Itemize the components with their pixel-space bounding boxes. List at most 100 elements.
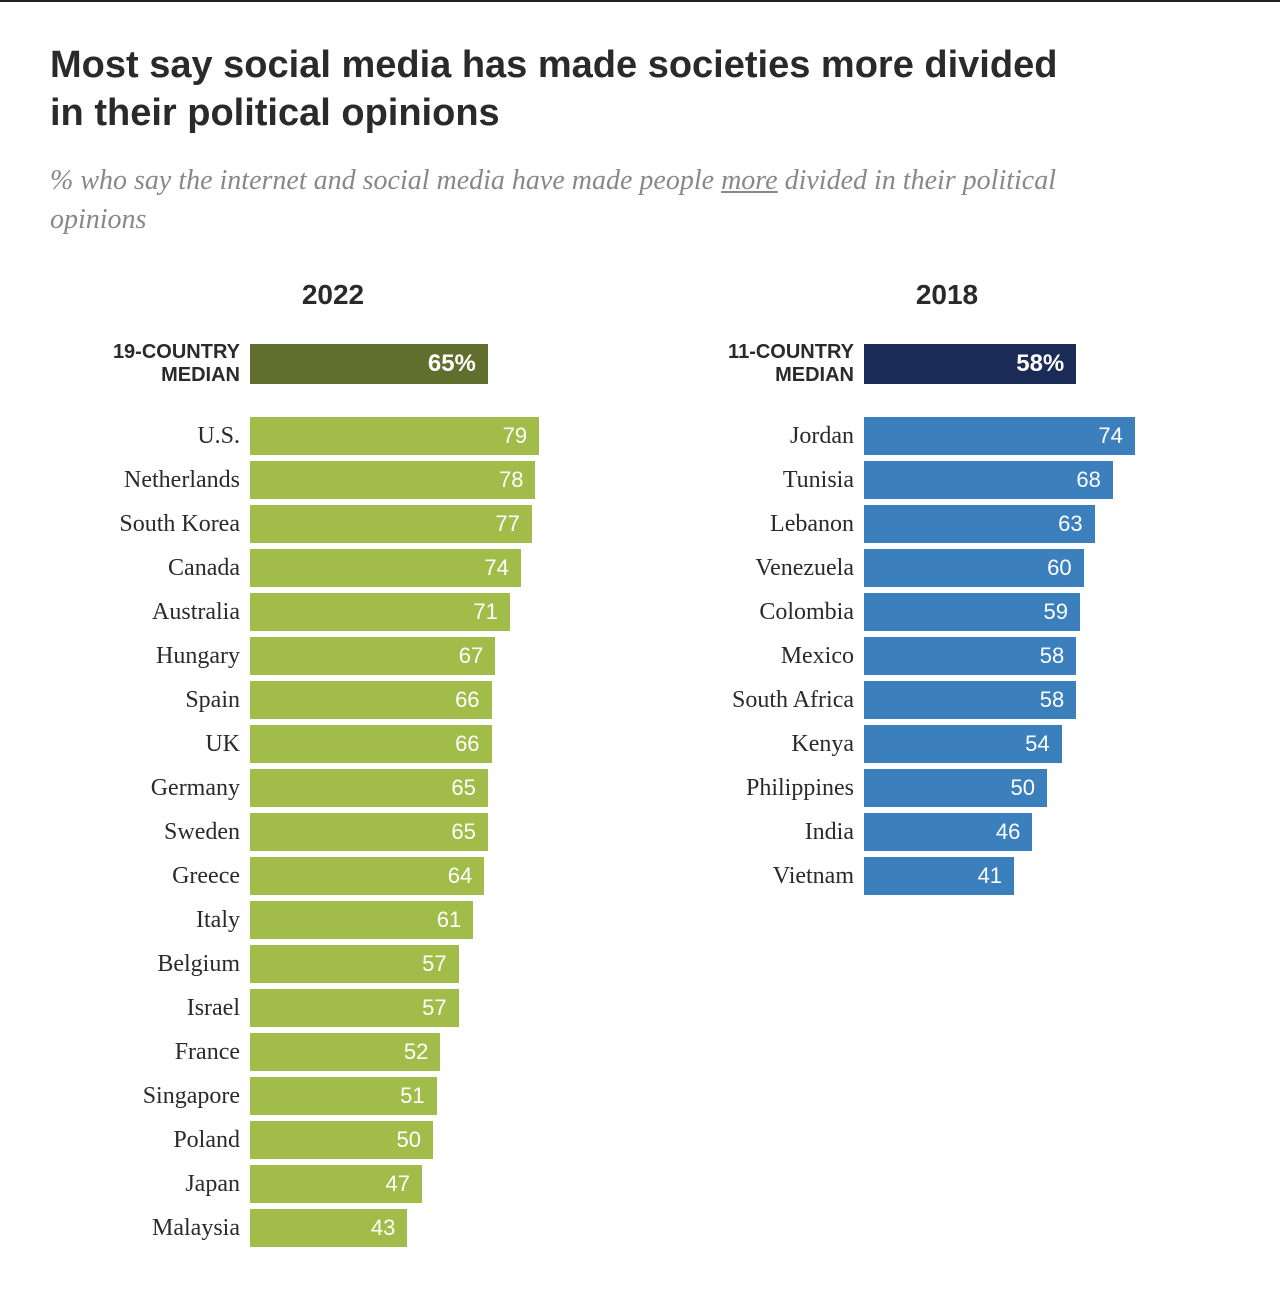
country-bar-value: 59	[1043, 599, 1067, 625]
country-bar-col: 58	[864, 637, 1230, 675]
country-bar: 65	[250, 769, 488, 807]
country-bar-col: 41	[864, 857, 1230, 895]
country-bar: 57	[250, 945, 459, 983]
country-row: South Africa58	[664, 681, 1230, 719]
year-heading: 2022	[50, 279, 616, 311]
country-label: Spain	[50, 681, 250, 719]
country-label: Australia	[50, 593, 250, 631]
country-bar-value: 65	[451, 775, 475, 801]
country-bar-value: 57	[422, 951, 446, 977]
country-bar: 43	[250, 1209, 407, 1247]
subtitle-underlined: more	[721, 165, 778, 196]
country-label: India	[664, 813, 864, 851]
country-bar: 50	[250, 1121, 433, 1159]
country-row: Australia 71	[50, 593, 616, 631]
median-label: 19-COUNTRYMEDIAN	[50, 341, 250, 387]
country-bar-value: 63	[1058, 511, 1082, 537]
country-row: Spain 66	[50, 681, 616, 719]
country-row: Germany 65	[50, 769, 616, 807]
country-bar-col: 54	[864, 725, 1230, 763]
country-bar-col: 59	[864, 593, 1230, 631]
country-bar: 68	[864, 461, 1113, 499]
country-row: Singapore51	[50, 1077, 616, 1115]
country-row: Israel57	[50, 989, 616, 1027]
median-bar-col: 65%	[250, 344, 616, 384]
country-label: France	[50, 1033, 250, 1071]
country-bar-col: 51	[250, 1077, 616, 1115]
country-bar: 65	[250, 813, 488, 851]
country-bar-value: 50	[397, 1127, 421, 1153]
country-bar: 46	[864, 813, 1032, 851]
country-bar: 60	[864, 549, 1084, 587]
country-bar-col: 66	[250, 725, 616, 763]
country-bar: 78	[250, 461, 535, 499]
median-bar: 65%	[250, 344, 488, 384]
country-bar-col: 63	[864, 505, 1230, 543]
country-bar: 63	[864, 505, 1095, 543]
panel-2022: 2022 19-COUNTRYMEDIAN65%U.S.79Netherlands…	[50, 279, 616, 1253]
country-row: Hungary67	[50, 637, 616, 675]
country-row: Italy 61	[50, 901, 616, 939]
country-bar-value: 52	[404, 1039, 428, 1065]
country-bar-value: 77	[495, 511, 519, 537]
country-bar: 41	[864, 857, 1014, 895]
country-bar-col: 77	[250, 505, 616, 543]
country-label: Vietnam	[664, 857, 864, 895]
country-row: Jordan74	[664, 417, 1230, 455]
country-row: Colombia59	[664, 593, 1230, 631]
country-bar-col: 52	[250, 1033, 616, 1071]
country-bar-value: 51	[400, 1083, 424, 1109]
country-row: Vietnam 41	[664, 857, 1230, 895]
country-bar: 47	[250, 1165, 422, 1203]
country-bar-value: 41	[978, 863, 1002, 889]
country-label: Germany	[50, 769, 250, 807]
country-bar-value: 50	[1011, 775, 1035, 801]
year-heading: 2018	[664, 279, 1230, 311]
country-bar-col: 78	[250, 461, 616, 499]
country-bar-col: 67	[250, 637, 616, 675]
country-bar-value: 58	[1040, 687, 1064, 713]
country-bar: 58	[864, 681, 1076, 719]
country-row: Belgium57	[50, 945, 616, 983]
country-bar: 66	[250, 725, 492, 763]
country-bar-value: 66	[455, 687, 479, 713]
country-bar: 58	[864, 637, 1076, 675]
country-label: Lebanon	[664, 505, 864, 543]
country-bar-value: 57	[422, 995, 446, 1021]
country-bar: 79	[250, 417, 539, 455]
country-label: UK	[50, 725, 250, 763]
country-row: Philippines 50	[664, 769, 1230, 807]
country-row: Poland 50	[50, 1121, 616, 1159]
chart-container: Most say social media has made societies…	[0, 0, 1280, 1313]
subtitle-prefix: % who say the internet and social media …	[50, 165, 721, 196]
country-bar: 71	[250, 593, 510, 631]
country-bar: 77	[250, 505, 532, 543]
country-bar-col: 50	[864, 769, 1230, 807]
country-label: Italy	[50, 901, 250, 939]
country-bar-value: 78	[499, 467, 523, 493]
country-bar: 61	[250, 901, 473, 939]
country-bar-value: 47	[386, 1171, 410, 1197]
country-label: Philippines	[664, 769, 864, 807]
country-bar: 59	[864, 593, 1080, 631]
country-bar-value: 74	[1098, 423, 1122, 449]
country-label: Greece	[50, 857, 250, 895]
country-label: Netherlands	[50, 461, 250, 499]
country-label: Poland	[50, 1121, 250, 1159]
country-row: France 52	[50, 1033, 616, 1071]
country-bar-col: 71	[250, 593, 616, 631]
panel-2018: 201811-COUNTRYMEDIAN58%Jordan74Tunisia68…	[664, 279, 1230, 1253]
country-bar-col: 61	[250, 901, 616, 939]
country-bar-col: 66	[250, 681, 616, 719]
country-row: Venezuela60	[664, 549, 1230, 587]
country-bar-value: 60	[1047, 555, 1071, 581]
country-bar-value: 61	[437, 907, 461, 933]
country-bar-value: 43	[371, 1215, 395, 1241]
country-label: U.S.	[50, 417, 250, 455]
country-bar-col: 50	[250, 1121, 616, 1159]
country-bar-value: 71	[473, 599, 497, 625]
country-bar-col: 79	[250, 417, 616, 455]
country-bar-value: 58	[1040, 643, 1064, 669]
country-bar: 66	[250, 681, 492, 719]
country-bar-value: 64	[448, 863, 472, 889]
